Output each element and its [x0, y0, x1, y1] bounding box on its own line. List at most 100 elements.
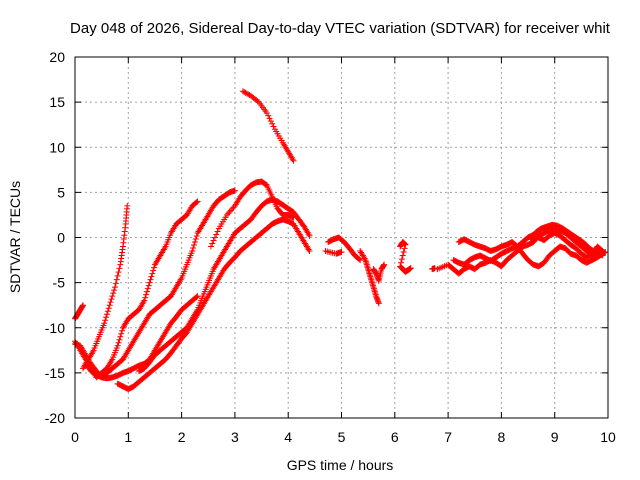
y-tick-label: -5: [53, 275, 66, 291]
data-point: [191, 239, 198, 246]
series-arc-9: [239, 88, 297, 164]
x-tick-label: 0: [71, 429, 79, 445]
x-axis-label: GPS time / hours: [287, 457, 394, 473]
data-point: [399, 252, 406, 259]
data-point: [143, 288, 150, 295]
data-point: [106, 302, 113, 309]
data-point: [107, 299, 114, 306]
data-point: [407, 265, 414, 272]
series-arc-2: [79, 202, 131, 372]
series-arc-1: [72, 302, 86, 322]
data-point: [263, 109, 270, 116]
data-point: [211, 234, 218, 241]
data-point: [116, 265, 123, 272]
data-point: [113, 276, 120, 283]
data-point: [267, 118, 274, 125]
x-tick-label: 7: [444, 429, 452, 445]
data-point: [227, 207, 234, 214]
y-tick-label: -15: [45, 365, 65, 381]
data-point: [108, 296, 115, 303]
data-point: [229, 205, 236, 212]
data-point: [143, 291, 150, 298]
series-arc-16: [429, 221, 609, 273]
y-tick-label: 0: [57, 230, 65, 246]
data-point: [101, 320, 108, 327]
data-point: [431, 265, 438, 272]
data-point: [116, 336, 123, 343]
data-point: [112, 280, 119, 287]
data-point: [375, 300, 382, 307]
data-point: [290, 157, 297, 164]
data-point: [265, 112, 272, 119]
data-point: [190, 245, 197, 252]
y-tick-label: 20: [49, 49, 65, 65]
data-point: [148, 273, 155, 280]
data-point: [225, 210, 232, 217]
y-tick-label: 15: [49, 94, 65, 110]
data-point: [114, 342, 121, 349]
data-point: [194, 198, 201, 205]
data-point: [111, 287, 118, 294]
x-tick-label: 1: [124, 429, 132, 445]
series-arc-11: [357, 248, 388, 307]
data-point: [402, 241, 409, 248]
data-point: [356, 256, 363, 263]
x-tick-label: 10: [600, 429, 616, 445]
data-point: [151, 264, 158, 271]
data-point: [398, 256, 405, 263]
data-point: [381, 261, 388, 268]
data-point: [306, 232, 313, 239]
x-tick-label: 8: [498, 429, 506, 445]
x-tick-label: 9: [551, 429, 559, 445]
data-point: [269, 120, 276, 127]
data-point: [214, 228, 221, 235]
data-point: [109, 293, 116, 300]
data-point: [210, 237, 217, 244]
data-point: [124, 202, 131, 209]
data-point: [193, 232, 200, 239]
data-point: [400, 248, 407, 255]
y-tick-label: -20: [45, 410, 65, 426]
data-point: [103, 314, 110, 321]
data-point: [357, 257, 364, 264]
y-tick-label: 5: [57, 184, 65, 200]
x-tick-label: 5: [338, 429, 346, 445]
data-point: [338, 248, 345, 255]
data-point: [142, 294, 149, 301]
y-axis: -20 -15 -10 -5 0 5 10 15 20: [45, 49, 608, 426]
data-point: [147, 276, 154, 283]
series-arc-7: [135, 196, 313, 375]
x-tick-label: 3: [231, 429, 239, 445]
data-point: [117, 333, 124, 340]
data-point: [270, 123, 277, 130]
data-point: [104, 308, 111, 315]
data-point: [119, 327, 126, 334]
x-tick-label: 2: [178, 429, 186, 445]
data-point: [189, 248, 196, 255]
data-point: [192, 236, 199, 243]
data-point: [145, 282, 152, 289]
data-point: [231, 187, 238, 194]
series-arc-10: [322, 234, 364, 264]
data-point: [193, 199, 200, 206]
data-point: [114, 272, 121, 279]
x-axis: 0 1 2 3 4 5 6 7 8 9 10: [71, 57, 616, 445]
data-point: [111, 284, 118, 291]
data-point: [103, 311, 110, 318]
data-point: [290, 214, 297, 221]
y-axis-label: SDTVAR / TECUs: [7, 181, 23, 293]
series-arc-8: [207, 178, 297, 250]
data-point: [401, 245, 408, 252]
data-point: [193, 293, 200, 300]
y-tick-label: 10: [49, 139, 65, 155]
data-point: [207, 243, 214, 250]
data-point: [141, 297, 148, 304]
data-point: [115, 269, 122, 276]
data-points: [72, 88, 609, 393]
x-tick-label: 4: [284, 429, 292, 445]
data-point: [105, 305, 112, 312]
data-point: [213, 231, 220, 238]
data-point: [266, 115, 273, 122]
y-tick-label: -10: [45, 320, 65, 336]
